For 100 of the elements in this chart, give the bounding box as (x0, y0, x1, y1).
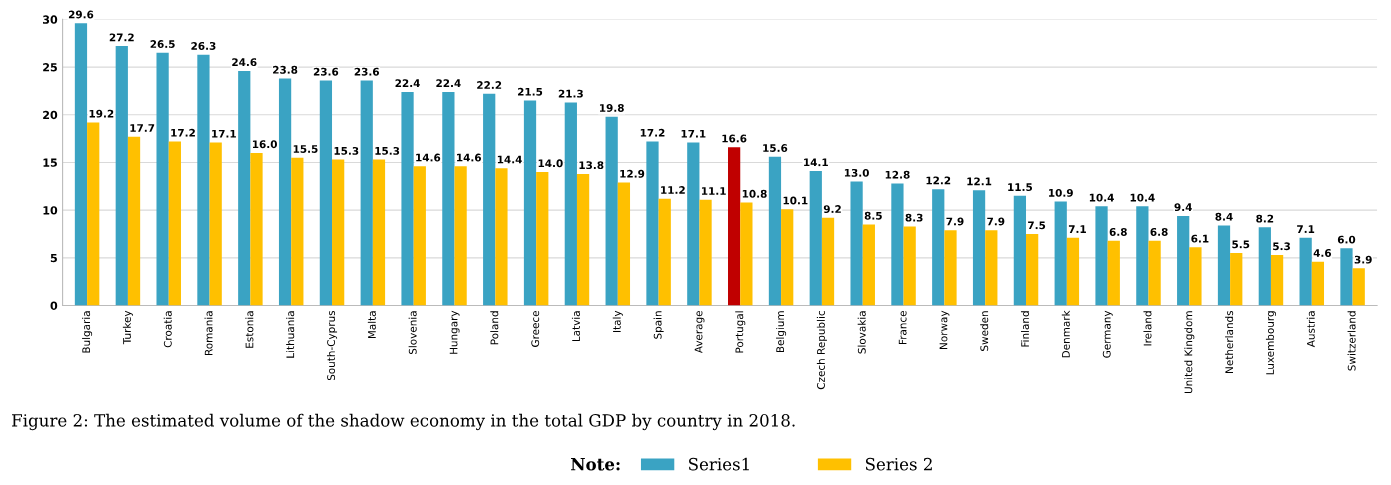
legend-label: Series1 (689, 457, 749, 471)
data-label: 21.3 (558, 89, 583, 98)
data-label: 24.6 (232, 58, 257, 67)
x-tick-label: Denmark (1061, 310, 1070, 358)
data-label: 13.8 (579, 161, 604, 170)
y-tick-label: 0 (50, 301, 58, 310)
data-label: 27.2 (109, 33, 134, 42)
data-label: 22.4 (436, 79, 461, 87)
bar (291, 157, 304, 306)
x-tick-label: Slovakia (857, 311, 866, 354)
data-label: 11.1 (702, 187, 726, 195)
data-label: 8.5 (864, 211, 882, 220)
data-label: 11.5 (1008, 183, 1033, 192)
bar (985, 230, 998, 306)
data-label: 8.2 (1256, 214, 1274, 223)
bar (156, 52, 169, 306)
data-label: 7.9 (987, 217, 1005, 226)
bar (932, 189, 945, 306)
data-label: 26.3 (191, 42, 216, 50)
data-label: 9.2 (823, 205, 841, 213)
data-label: 12.8 (885, 170, 910, 179)
x-tick-label: Estonia (245, 311, 254, 348)
data-label: 5.3 (1273, 242, 1290, 251)
data-label: 8.3 (905, 213, 923, 222)
x-tick-label: Poland (490, 311, 499, 345)
data-label: 17.1 (212, 129, 236, 138)
data-label: 14.1 (804, 158, 828, 167)
data-label: 14.6 (416, 153, 441, 162)
bar (372, 159, 386, 306)
data-label: 10.8 (742, 189, 767, 198)
x-tick-label: Norway (939, 310, 950, 349)
bar (646, 141, 659, 306)
data-label: 19.8 (599, 104, 624, 112)
data-label: 17.2 (171, 128, 195, 137)
x-tick-label: Slovenia (408, 311, 417, 355)
x-tick-label: Finland (1020, 311, 1030, 347)
data-label: 19.2 (89, 109, 114, 118)
bar (1258, 227, 1271, 306)
bar (209, 142, 222, 306)
data-label: 12.2 (926, 176, 951, 185)
bar (413, 166, 426, 306)
bar (454, 166, 467, 306)
data-label: 26.5 (150, 40, 175, 48)
bar (1095, 206, 1108, 306)
x-tick-label: Sweden (980, 311, 989, 351)
data-label: 8.4 (1215, 212, 1233, 221)
bar (1136, 206, 1149, 306)
legend-label: Series 2 (865, 457, 932, 471)
bar (821, 217, 835, 306)
data-label: 6.8 (1109, 228, 1127, 236)
data-label: 7.5 (1028, 221, 1046, 230)
y-tick-label: 5 (50, 253, 57, 263)
bar (1217, 225, 1231, 306)
bar (332, 159, 345, 306)
data-label: 16.6 (722, 134, 747, 143)
x-tick-label: United Kingdom (1184, 311, 1195, 394)
bar (605, 116, 618, 306)
x-tick-label: Hungary (449, 310, 460, 354)
bar (1054, 201, 1067, 306)
bar (809, 171, 822, 306)
data-label: 15.3 (375, 146, 400, 155)
bar (1107, 240, 1120, 306)
bar (576, 173, 590, 306)
x-tick-label: Bulgaria (82, 311, 93, 353)
bar (1013, 195, 1027, 306)
bar (1177, 215, 1190, 306)
bar (850, 181, 863, 306)
data-label: 10.1 (783, 196, 808, 205)
data-label: 10.4 (1089, 193, 1114, 202)
bar (768, 156, 782, 306)
bar (87, 122, 100, 306)
x-tick-label: Average (694, 310, 705, 354)
data-label: 13.0 (844, 168, 869, 177)
bar (495, 168, 508, 306)
bar (442, 91, 455, 306)
x-tick-label: Switzerland (1347, 311, 1356, 371)
bar (1299, 237, 1312, 306)
y-tick-label: 20 (43, 110, 58, 120)
bar (278, 78, 292, 306)
x-tick-label: Romania (204, 311, 213, 355)
bar (127, 136, 141, 306)
x-tick-label: Turkey (122, 310, 133, 345)
data-label: 12.9 (620, 169, 645, 178)
bar (168, 141, 181, 306)
data-label: 7.1 (1297, 225, 1315, 233)
bar (781, 209, 794, 306)
bar (617, 182, 631, 306)
bar (1148, 240, 1161, 306)
bar (564, 102, 577, 306)
y-tick-label: 30 (43, 15, 58, 24)
data-label: 10.9 (1049, 188, 1073, 197)
data-label: 21.5 (517, 87, 543, 96)
bar (536, 172, 549, 306)
data-label: 4.6 (1313, 249, 1332, 257)
bar (250, 152, 263, 306)
data-label: 16.0 (252, 140, 277, 149)
x-tick-label: Italy (612, 310, 623, 332)
x-tick-label: Latvia (571, 311, 580, 342)
data-label: 15.3 (334, 146, 359, 155)
data-label: 7.9 (946, 217, 964, 226)
